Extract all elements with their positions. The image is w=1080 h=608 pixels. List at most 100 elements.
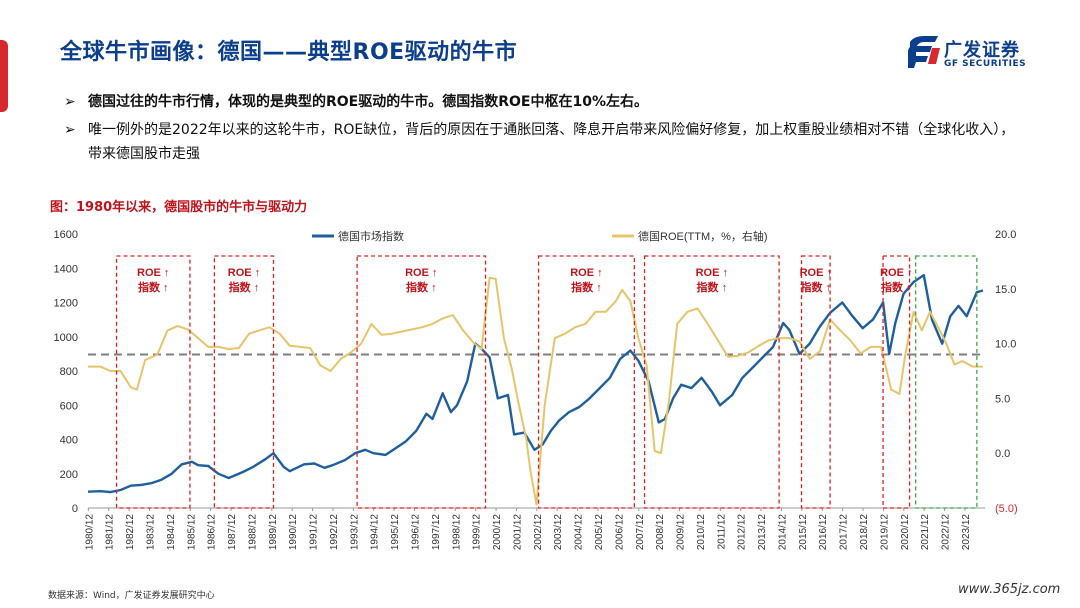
- y-left-tick-label: 1200: [54, 298, 78, 310]
- x-tick-label: 1996/12: [411, 514, 422, 551]
- x-tick-label: 1993/12: [349, 514, 360, 551]
- x-tick-label: 2014/12: [777, 514, 788, 551]
- y-left-tick-label: 600: [60, 400, 78, 412]
- bull-regime-box: [537, 255, 636, 509]
- x-tick-label: 2003/12: [553, 514, 564, 551]
- x-tick-label: 2004/12: [574, 514, 585, 551]
- bullet-list: ➢ 德国过往的牛市行情，体现的是典型的ROE驱动的牛市。德国指数ROE中枢在10…: [64, 90, 1024, 170]
- y-left-tick-label: 0: [72, 503, 78, 515]
- x-tick-label: 2008/12: [655, 514, 666, 551]
- x-tick-label: 1986/12: [207, 514, 218, 551]
- bullet-text: 唯一例外的是2022年以来的这轮牛市，ROE缺位，背后的原因在于通胀回落、降息开…: [88, 122, 1015, 162]
- bull-regime-label: 指数 ↑: [697, 280, 728, 294]
- source-note: 数据来源：Wind，广发证券发展研究中心: [48, 591, 215, 601]
- y-left-tick-label: 1600: [54, 229, 78, 241]
- left-accent-bar: [0, 40, 8, 112]
- bull-regime-box: [800, 255, 831, 509]
- x-tick-label: 1991/12: [309, 514, 320, 551]
- x-tick-label: 2011/12: [716, 514, 727, 550]
- x-tick-label: 2010/12: [696, 514, 707, 551]
- x-tick-label: 2012/12: [737, 514, 748, 551]
- y-left-tick-label: 400: [60, 435, 78, 447]
- x-tick-label: 1984/12: [166, 514, 177, 551]
- bull-regime-label: ROE ↑: [228, 267, 260, 279]
- x-tick-label: 2013/12: [757, 514, 768, 551]
- x-tick-label: 1990/12: [288, 514, 299, 551]
- x-tick-label: 2009/12: [676, 514, 687, 551]
- bull-regime-label: 指数 ↑: [571, 280, 602, 294]
- chart-title: 图：1980年以来，德国股市的牛市与驱动力: [50, 200, 308, 215]
- bull-regime-label: ROE ↑: [880, 267, 912, 279]
- x-tick-label: 2022/12: [941, 514, 952, 551]
- index-series-line: [87, 273, 984, 494]
- company-logo: 广发证券 GF SECURITIES: [906, 34, 1046, 78]
- y-left-tick-label: 800: [60, 366, 78, 378]
- y-right-tick-label: 5.0: [995, 393, 1010, 405]
- logo-en-text: GF SECURITIES: [944, 59, 1027, 69]
- bullet-arrow-icon: ➢: [64, 122, 76, 138]
- x-tick-label: 2017/12: [839, 514, 850, 551]
- bull-regime-label: ROE ↑: [137, 267, 169, 279]
- y-left-tick-label: 200: [60, 469, 78, 481]
- x-tick-label: 2016/12: [818, 514, 829, 551]
- x-tick-label: 1987/12: [227, 514, 238, 551]
- y-left-tick-label: 1000: [54, 332, 78, 344]
- current-regime-box: [915, 255, 978, 509]
- bullet-arrow-icon: ➢: [64, 94, 76, 110]
- bull-regime-box: [356, 255, 487, 509]
- bullet-item: ➢ 德国过往的牛市行情，体现的是典型的ROE驱动的牛市。德国指数ROE中枢在10…: [64, 90, 1024, 114]
- y-right-tick-label: 10.0: [995, 339, 1016, 351]
- x-tick-label: 1992/12: [329, 514, 340, 551]
- y-left-tick-label: 1400: [54, 263, 78, 275]
- x-tick-label: 1980/12: [84, 514, 95, 551]
- x-tick-label: 1994/12: [370, 514, 381, 551]
- x-tick-label: 2015/12: [798, 514, 809, 551]
- roe-series-line: [88, 276, 983, 506]
- x-tick-label: 1982/12: [125, 514, 136, 551]
- x-tick-label: 1997/12: [431, 514, 442, 551]
- bull-regime-label: 指数 ↑: [229, 280, 260, 294]
- x-tick-label: 1989/12: [268, 514, 279, 551]
- bull-regime-box: [213, 255, 275, 509]
- y-right-tick-label: 0.0: [995, 448, 1010, 460]
- bullet-text: 德国过往的牛市行情，体现的是典型的ROE驱动的牛市。德国指数ROE中枢在10%左…: [88, 94, 648, 110]
- bull-regime-label: 指数 ↑: [801, 280, 832, 294]
- bull-regime-label: ROE ↑: [800, 267, 832, 279]
- page-title: 全球牛市画像：德国——典型ROE驱动的牛市: [60, 40, 518, 65]
- bull-regime-box: [643, 255, 780, 509]
- x-tick-label: 1995/12: [390, 514, 401, 551]
- bull-regime-label: ROE ↑: [405, 267, 437, 279]
- gf-logo-icon: [908, 36, 940, 68]
- x-tick-label: 2021/12: [920, 514, 931, 551]
- legend-index-label: 德国市场指数: [338, 229, 404, 243]
- x-tick-label: 2002/12: [533, 514, 544, 551]
- x-tick-label: 2001/12: [512, 514, 523, 551]
- x-tick-label: 2005/12: [594, 514, 605, 551]
- x-tick-label: 1999/12: [472, 514, 483, 551]
- x-tick-label: 2007/12: [635, 514, 646, 551]
- x-tick-label: 2000/12: [492, 514, 503, 551]
- x-tick-label: 2019/12: [879, 514, 890, 551]
- x-tick-label: 2006/12: [614, 514, 625, 551]
- bull-regime-label: 指数 ↑: [138, 280, 169, 294]
- y-right-tick-label: 15.0: [995, 284, 1016, 296]
- x-tick-label: 1998/12: [451, 514, 462, 551]
- x-tick-label: 2020/12: [900, 514, 911, 551]
- x-tick-label: 2018/12: [859, 514, 870, 551]
- germany-bull-market-chart: 0 200 400 600 800 1000 1200 1400 1600 (5.0) 0.0 5.0…: [54, 229, 1018, 551]
- bull-regime-label: 指数 ↑: [406, 280, 437, 294]
- watermark: www.365jz.com: [958, 582, 1061, 597]
- x-tick-label: 1988/12: [247, 514, 258, 551]
- y-right-tick-label: (5.0): [995, 503, 1018, 515]
- x-tick-label: 1983/12: [145, 514, 156, 551]
- x-tick-label: 1985/12: [186, 514, 197, 551]
- bull-regime-label: ROE ↑: [696, 267, 728, 279]
- bullet-item: ➢ 唯一例外的是2022年以来的这轮牛市，ROE缺位，背后的原因在于通胀回落、降…: [64, 118, 1024, 166]
- bull-regime-label: ROE ↑: [570, 267, 602, 279]
- y-right-tick-label: 20.0: [995, 229, 1016, 241]
- bull-regime-box: [115, 255, 191, 509]
- bull-regime-label: 指数 ↑: [881, 280, 912, 294]
- legend-roe-label: 德国ROE(TTM，%，右轴): [638, 229, 768, 243]
- x-tick-label: 2023/12: [961, 514, 972, 551]
- x-tick-label: 1981/12: [105, 514, 116, 551]
